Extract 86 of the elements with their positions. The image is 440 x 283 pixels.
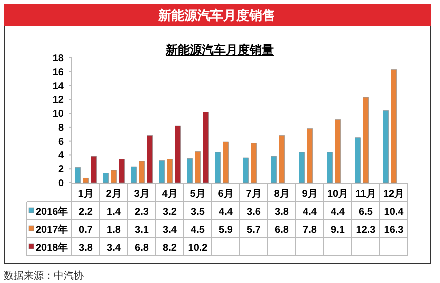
data-label: 3.4 — [107, 243, 122, 254]
bar — [203, 112, 209, 184]
bar — [243, 158, 249, 184]
data-label: 3.1 — [135, 225, 150, 236]
bar — [159, 160, 165, 184]
x-tick-label: 10月 — [327, 189, 349, 200]
x-tick-label: 11月 — [356, 189, 376, 200]
bar — [251, 143, 257, 184]
data-label: 10.2 — [188, 243, 208, 254]
bar — [75, 168, 81, 184]
data-label: 0.7 — [79, 225, 94, 236]
x-tick-label: 4月 — [162, 189, 178, 200]
y-tick-label: 16 — [52, 67, 64, 78]
bar — [139, 161, 145, 184]
y-tick-label: 2 — [58, 164, 64, 176]
data-label: 3.5 — [191, 207, 206, 218]
data-label: 6.8 — [275, 225, 290, 236]
data-label: 2.3 — [135, 207, 150, 218]
data-label: 8.2 — [163, 243, 178, 254]
data-label: 6.5 — [359, 207, 374, 218]
y-tick-label: 6 — [58, 136, 64, 148]
chart-subtitle: 新能源汽车月度销量 — [165, 43, 274, 57]
x-tick-label: 3月 — [134, 189, 150, 200]
bar — [103, 173, 109, 184]
bar — [119, 159, 125, 184]
data-label: 10.4 — [384, 207, 404, 218]
data-label: 12.3 — [356, 225, 376, 236]
bar — [111, 170, 117, 184]
bar — [335, 120, 341, 184]
x-tick-label: 2月 — [106, 189, 122, 200]
x-tick-label: 1月 — [78, 189, 94, 200]
bar — [195, 152, 201, 184]
data-label: 4.4 — [331, 207, 346, 218]
bar — [131, 166, 137, 184]
data-label: 4.4 — [219, 207, 234, 218]
data-label: 6.8 — [135, 243, 150, 254]
x-tick-label: 5月 — [190, 189, 206, 200]
y-tick-label: 8 — [58, 122, 64, 134]
y-tick-label: 10 — [52, 109, 64, 120]
bar — [271, 156, 277, 184]
data-label: 3.4 — [163, 225, 178, 236]
legend-label: 2017年 — [36, 224, 68, 236]
y-tick-label: 14 — [52, 81, 64, 92]
bar — [383, 110, 389, 184]
data-label: 3.8 — [275, 207, 290, 218]
x-tick-label: 6月 — [218, 189, 234, 200]
x-tick-label: 7月 — [246, 189, 262, 200]
data-label: 16.3 — [384, 225, 404, 236]
bar — [175, 126, 181, 184]
x-tick-label: 8月 — [274, 189, 290, 200]
data-label: 5.9 — [219, 225, 234, 236]
x-tick-label: 12月 — [383, 189, 405, 200]
bar — [307, 128, 313, 184]
bar — [299, 152, 305, 184]
bar — [167, 159, 173, 184]
data-label: 9.1 — [331, 225, 346, 236]
legend-label: 2018年 — [36, 242, 68, 254]
data-label: 4.5 — [191, 225, 206, 236]
bar — [355, 138, 361, 184]
source-note: 数据来源：中汽协 — [4, 270, 84, 282]
bar — [147, 136, 153, 184]
legend-label: 2016年 — [36, 206, 68, 218]
bar — [83, 178, 89, 184]
data-label: 2.2 — [79, 207, 94, 218]
y-tick-label: 4 — [58, 150, 64, 162]
y-tick-label: 0 — [58, 178, 64, 190]
bar — [279, 136, 285, 184]
data-label: 1.4 — [107, 207, 122, 218]
bar — [215, 152, 221, 184]
data-label: 1.8 — [107, 225, 122, 236]
bar — [91, 156, 97, 184]
data-label: 7.8 — [303, 225, 318, 236]
bar — [327, 152, 333, 184]
bar — [363, 97, 369, 184]
bar — [391, 70, 397, 184]
data-label: 3.8 — [79, 243, 94, 254]
x-tick-label: 9月 — [302, 189, 318, 200]
bar — [187, 158, 193, 184]
data-label: 3.6 — [247, 207, 262, 218]
y-tick-label: 18 — [52, 54, 64, 64]
chart-title: 新能源汽车月度销售 — [158, 8, 276, 23]
data-label: 5.7 — [247, 225, 262, 236]
data-label: 3.2 — [163, 207, 178, 218]
data-label: 4.4 — [303, 207, 318, 218]
bar — [223, 142, 229, 184]
y-tick-label: 12 — [52, 95, 64, 106]
